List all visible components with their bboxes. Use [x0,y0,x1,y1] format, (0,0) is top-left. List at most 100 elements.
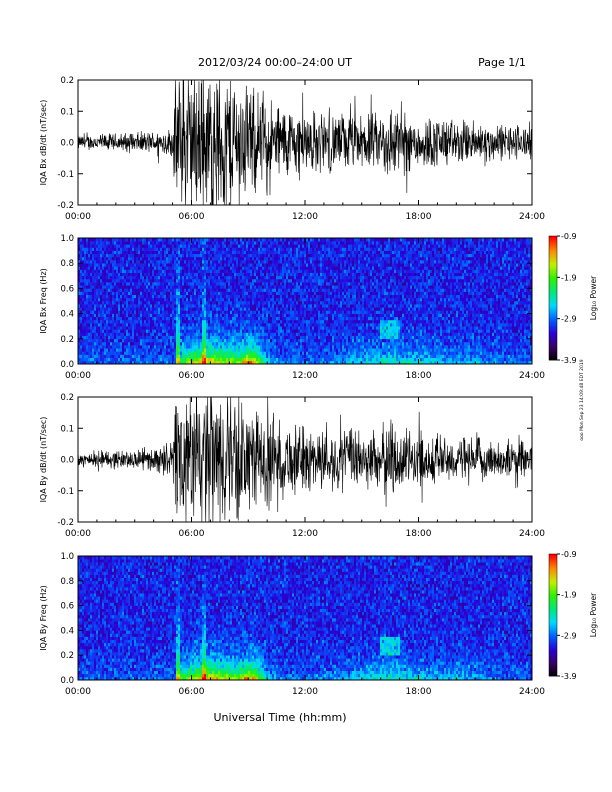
spectrogram-cell [264,316,267,321]
spectrogram-cell [274,304,277,308]
spectrogram-cell [170,260,173,264]
spectrogram-cell [292,288,295,292]
spectrogram-cell [174,354,177,358]
spectrogram-cell [290,304,293,308]
spectrogram-cell [264,335,267,340]
spectrogram-cell [280,266,283,270]
spectrogram-cell [222,329,225,333]
spectrogram-cell [206,335,209,340]
spectrogram-cell [284,263,287,267]
spectrogram-cell [318,253,321,258]
spectrogram-cell [122,294,125,299]
spectrogram-cell [108,288,111,292]
spectrogram-cell [218,319,221,324]
spectrogram-cell [160,250,163,255]
spectrogram-cell [136,247,139,251]
spectrogram-cell [148,272,151,277]
spectrogram-cell [158,263,161,267]
spectrogram-cell [242,345,245,349]
spectrogram-cell [86,244,89,248]
spectrogram-cell [292,326,295,330]
spectrogram-cell [222,332,225,336]
spectrogram-cell [144,253,147,258]
spectrogram-cell [294,247,297,251]
spectrogram-cell [272,351,275,355]
spectrogram-cell [286,326,289,330]
spectrogram-cell [152,348,155,352]
spectrogram-cell [114,354,117,358]
spectrogram-cell [238,351,241,355]
spectrogram-cell [252,345,255,349]
spectrogram-cell [156,291,159,295]
spectrogram-cell [154,288,157,292]
spectrogram-cell [240,275,243,280]
spectrogram-cell [292,316,295,321]
spectrogram-cell [174,316,177,321]
spectrogram-cell [100,335,103,340]
spectrogram-cell [288,294,291,299]
spectrogram-cell [214,307,217,311]
spectrogram-cell [306,275,309,280]
spectrogram-cell [324,335,327,340]
spectrogram-cell [160,269,163,273]
spectrogram-cell [224,275,227,280]
spectrogram-cell [314,269,317,273]
spectrogram-cell [192,313,195,318]
spectrogram-cell [308,345,311,349]
spectrogram-cell [114,357,117,362]
spectrogram-cell [146,301,149,305]
x-tick-label: 00:00 [65,212,91,222]
spectrogram-cell [202,323,205,327]
spectrogram-cell [290,297,293,302]
spectrogram-cell [130,307,133,311]
spectrogram-cell [188,310,191,314]
spectrogram-cell [314,241,317,245]
spectrogram-cell [272,338,275,343]
spectrogram-cell [260,241,263,245]
spectrogram-cell [94,338,97,343]
spectrogram-cell [296,278,299,283]
spectrogram-cell [124,266,127,270]
spectrogram-cell [290,269,293,273]
spectrogram-cell [286,354,289,358]
spectrogram-cell [264,301,267,305]
spectrogram-cell [318,291,321,295]
spectrogram-cell [204,360,207,365]
spectrogram-cell [116,357,119,362]
spectrogram-cell [274,285,277,289]
spectrogram-cell [96,332,99,336]
spectrogram-cell [306,244,309,248]
spectrogram-cell [268,260,271,264]
spectrogram-cell [96,278,99,283]
spectrogram-cell [86,335,89,340]
spectrogram-cell [260,341,263,346]
spectrogram-cell [180,241,183,245]
spectrogram-cell [244,326,247,330]
spectrogram-cell [224,241,227,245]
spectrogram-cell [322,316,325,321]
spectrogram-cell [284,335,287,340]
spectrogram-cell [298,297,301,302]
spectrogram-cell [298,288,301,292]
spectrogram-cell [300,310,303,314]
spectrogram-cell [318,304,321,308]
spectrogram-cell [168,326,171,330]
spectrogram-cell [282,313,285,318]
spectrogram-cell [218,329,221,333]
spectrogram-cell [128,304,131,308]
spectrogram-cell [184,329,187,333]
spectrogram-cell [226,260,229,264]
spectrogram-cell [176,301,179,305]
spectrogram-cell [222,354,225,358]
spectrogram-cell [178,291,181,295]
spectrogram-cell [288,275,291,280]
spectrogram-cell [128,338,131,343]
spectrogram-cell [194,241,197,245]
spectrogram-cell [322,291,325,295]
spectrogram-cell [152,256,155,261]
spectrogram-cell [200,238,203,242]
spectrogram-cell [96,316,99,321]
spectrogram-cell [234,288,237,292]
spectrogram-cell [138,341,141,346]
spectrogram-cell [260,288,263,292]
